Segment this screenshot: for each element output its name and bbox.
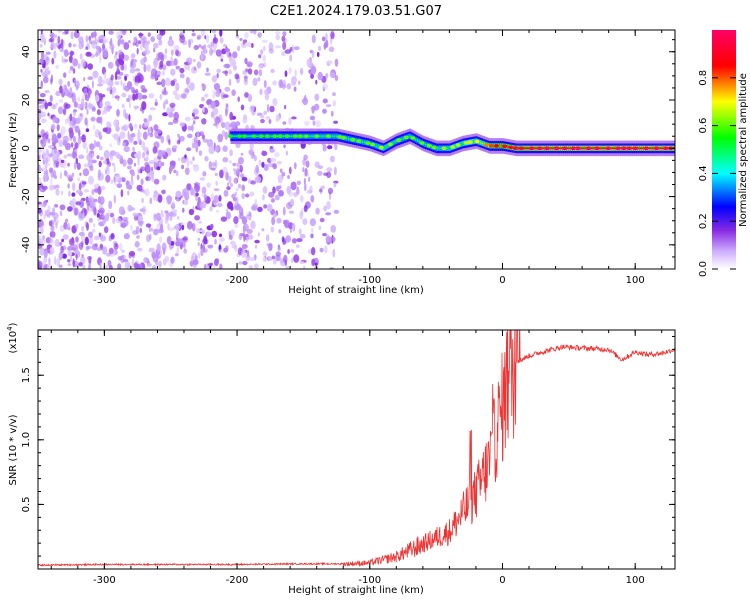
spectrogram-x-label: Height of straight line (km) [288, 285, 424, 296]
x-tick-label: -300 [93, 275, 116, 286]
x-tick-label: 100 [626, 275, 645, 286]
snr-y-axis: 0.5 1.0 1.5 [21, 335, 675, 570]
x-tick-label: -100 [358, 275, 381, 286]
colorbar-gradient [712, 30, 736, 269]
colorbar-ticks: 0.0 0.2 0.4 0.6 0.8 [698, 70, 736, 277]
y-tick-label: 20 [21, 94, 32, 107]
y-tick-label: -20 [21, 188, 32, 204]
colorbar-tick-label: 0.8 [698, 70, 709, 86]
snr-y-scale-base: (x10 [8, 331, 19, 354]
spectrogram-y-label: Frequency (Hz) [8, 112, 19, 188]
spectrogram-y-axis: -40 -20 0 20 40 [21, 39, 675, 270]
snr-series-line [38, 330, 675, 568]
snr-frame [37, 329, 676, 570]
x-tick-label: -100 [358, 575, 381, 586]
snr-y-scale-exp: 4 [6, 326, 14, 331]
y-tick-label: -40 [21, 237, 32, 253]
y-tick-label: 40 [21, 45, 32, 58]
x-tick-label: -200 [226, 275, 249, 286]
snr-x-label: Height of straight line (km) [288, 585, 424, 596]
y-tick-label: 0 [21, 145, 32, 151]
colorbar-tick-label: 0.2 [698, 213, 709, 229]
spectrogram-frame [37, 29, 676, 270]
snr-y-label: SNR (10 * v/v) [8, 414, 19, 485]
colorbar-tick-label: 0.0 [698, 261, 709, 277]
x-tick-label: 0 [499, 275, 505, 286]
snr-y-scale-close: ) [8, 322, 19, 326]
snr-y-scale-label: (x104) [6, 322, 19, 353]
snr-panel: -300 -200 -100 0 100 0.5 1.0 1.5 Height of str… [6, 322, 676, 596]
snr-x-axis: -300 -200 -100 0 100 [50, 330, 663, 586]
spectrogram-x-axis: -300 -200 -100 0 100 [50, 30, 663, 286]
colorbar-label: Normalized spectral amplitude [738, 73, 749, 227]
x-tick-label: -300 [93, 575, 116, 586]
x-tick-label: -200 [226, 575, 249, 586]
x-tick-label: 100 [626, 575, 645, 586]
colorbar: 0.0 0.2 0.4 0.6 0.8 Normalized spectral ampl… [698, 30, 749, 277]
colorbar-tick-label: 0.4 [698, 165, 709, 181]
y-tick-label: 0.5 [21, 496, 32, 512]
y-tick-label: 1.5 [21, 367, 32, 383]
chart-title: C2E1.2024.179.03.51.G07 [270, 4, 442, 19]
spectrogram-heatmap [38, 30, 675, 269]
colorbar-tick-label: 0.6 [698, 118, 709, 134]
y-tick-label: 1.0 [21, 432, 32, 448]
x-tick-label: 0 [499, 575, 505, 586]
